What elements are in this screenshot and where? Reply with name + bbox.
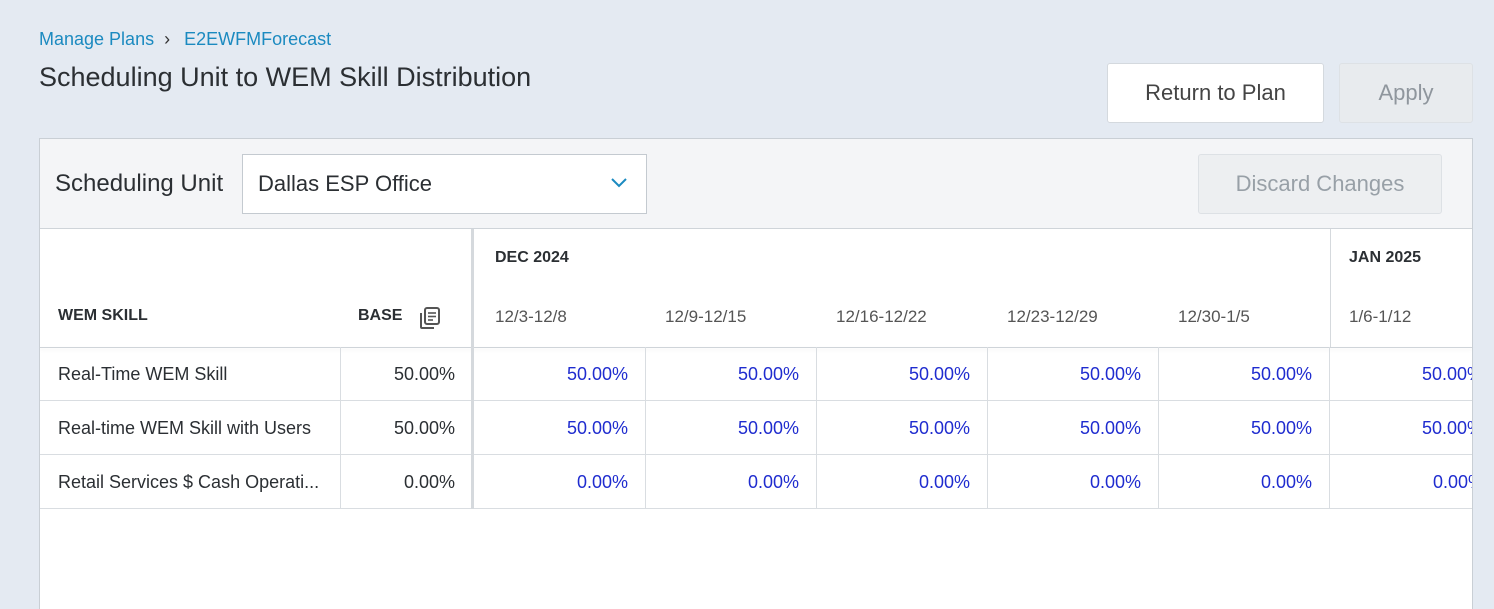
week-value-cell[interactable]: 0.00% bbox=[475, 455, 646, 509]
skill-name-cell: Real-Time WEM Skill bbox=[40, 347, 341, 401]
week-value-cell[interactable]: 50.00% bbox=[646, 347, 817, 401]
week-value-cell[interactable]: 50.00% bbox=[475, 401, 646, 455]
grid-header-left: WEM SKILL BASE bbox=[40, 229, 474, 347]
week-header-5: 12/30-1/5 bbox=[1178, 307, 1250, 326]
month-header-dec-2024: DEC 2024 bbox=[495, 249, 569, 266]
month-header-jan-2025: JAN 2025 bbox=[1349, 249, 1422, 266]
breadcrumb: Manage Plans › E2EWFMForecast bbox=[39, 29, 331, 50]
scheduling-unit-select[interactable]: Dallas ESP Office bbox=[242, 154, 647, 214]
week-value-cell[interactable]: 50.00% bbox=[988, 347, 1159, 401]
week-value-cell[interactable]: 50.00% bbox=[646, 401, 817, 455]
chevron-down-icon bbox=[611, 178, 627, 188]
week-value-cell[interactable]: 50.00% bbox=[1159, 347, 1330, 401]
week-value-cell[interactable]: 0.00% bbox=[1433, 471, 1472, 492]
base-value-cell: 50.00% bbox=[341, 347, 474, 401]
week-value-cell[interactable]: 0.00% bbox=[1159, 455, 1330, 509]
week-value-cell[interactable]: 0.00% bbox=[646, 455, 817, 509]
week-value-cell[interactable]: 50.00% bbox=[1422, 417, 1472, 438]
skill-name-cell: Retail Services $ Cash Operati... bbox=[40, 455, 341, 509]
page-title: Scheduling Unit to WEM Skill Distributio… bbox=[39, 62, 532, 92]
scheduling-unit-value: Dallas ESP Office bbox=[258, 171, 433, 196]
week-value-cell[interactable]: 50.00% bbox=[817, 347, 988, 401]
breadcrumb-manage-plans[interactable]: Manage Plans bbox=[39, 29, 155, 49]
week-value-cell[interactable]: 50.00% bbox=[1422, 363, 1472, 384]
breadcrumb-current-plan[interactable]: E2EWFMForecast bbox=[184, 29, 332, 49]
week-value-cell[interactable]: 50.00% bbox=[817, 401, 988, 455]
apply-button[interactable]: Apply bbox=[1339, 63, 1473, 123]
header-divider bbox=[40, 347, 1472, 348]
base-value-cell: 0.00% bbox=[341, 455, 474, 509]
week-header-3: 12/16-12/22 bbox=[836, 307, 927, 326]
table-row: Real-Time WEM Skill 50.00% 50.00% 50.00%… bbox=[40, 347, 1472, 401]
week-header-2: 12/9-12/15 bbox=[665, 307, 747, 326]
breadcrumb-chevron-icon: › bbox=[164, 29, 171, 49]
week-value-cell[interactable]: 50.00% bbox=[988, 401, 1159, 455]
week-value-cell[interactable]: 50.00% bbox=[475, 347, 646, 401]
base-header: BASE bbox=[358, 307, 403, 324]
week-header-4: 12/23-12/29 bbox=[1007, 307, 1098, 326]
table-row: Retail Services $ Cash Operati... 0.00% … bbox=[40, 455, 1472, 509]
week-header-1: 12/3-12/8 bbox=[495, 307, 567, 326]
week-value-cell[interactable]: 0.00% bbox=[817, 455, 988, 509]
week-value-cell[interactable]: 50.00% bbox=[1159, 401, 1330, 455]
discard-changes-button[interactable]: Discard Changes bbox=[1198, 154, 1442, 214]
return-to-plan-button[interactable]: Return to Plan bbox=[1107, 63, 1324, 123]
wem-skill-header: WEM SKILL bbox=[58, 307, 148, 324]
week-header-6: 1/6-1/12 bbox=[1349, 307, 1412, 326]
month-divider bbox=[1330, 229, 1331, 347]
table-row: Real-time WEM Skill with Users 50.00% 50… bbox=[40, 401, 1472, 455]
distribution-panel: Scheduling Unit Dallas ESP Office Discar… bbox=[39, 138, 1473, 609]
skill-name-cell: Real-time WEM Skill with Users bbox=[40, 401, 341, 455]
scheduling-unit-label: Scheduling Unit bbox=[55, 170, 224, 197]
base-value-cell: 50.00% bbox=[341, 401, 474, 455]
panel-toolbar: Scheduling Unit Dallas ESP Office Discar… bbox=[40, 139, 1472, 229]
copy-icon[interactable] bbox=[419, 306, 441, 330]
week-value-cell[interactable]: 0.00% bbox=[988, 455, 1159, 509]
